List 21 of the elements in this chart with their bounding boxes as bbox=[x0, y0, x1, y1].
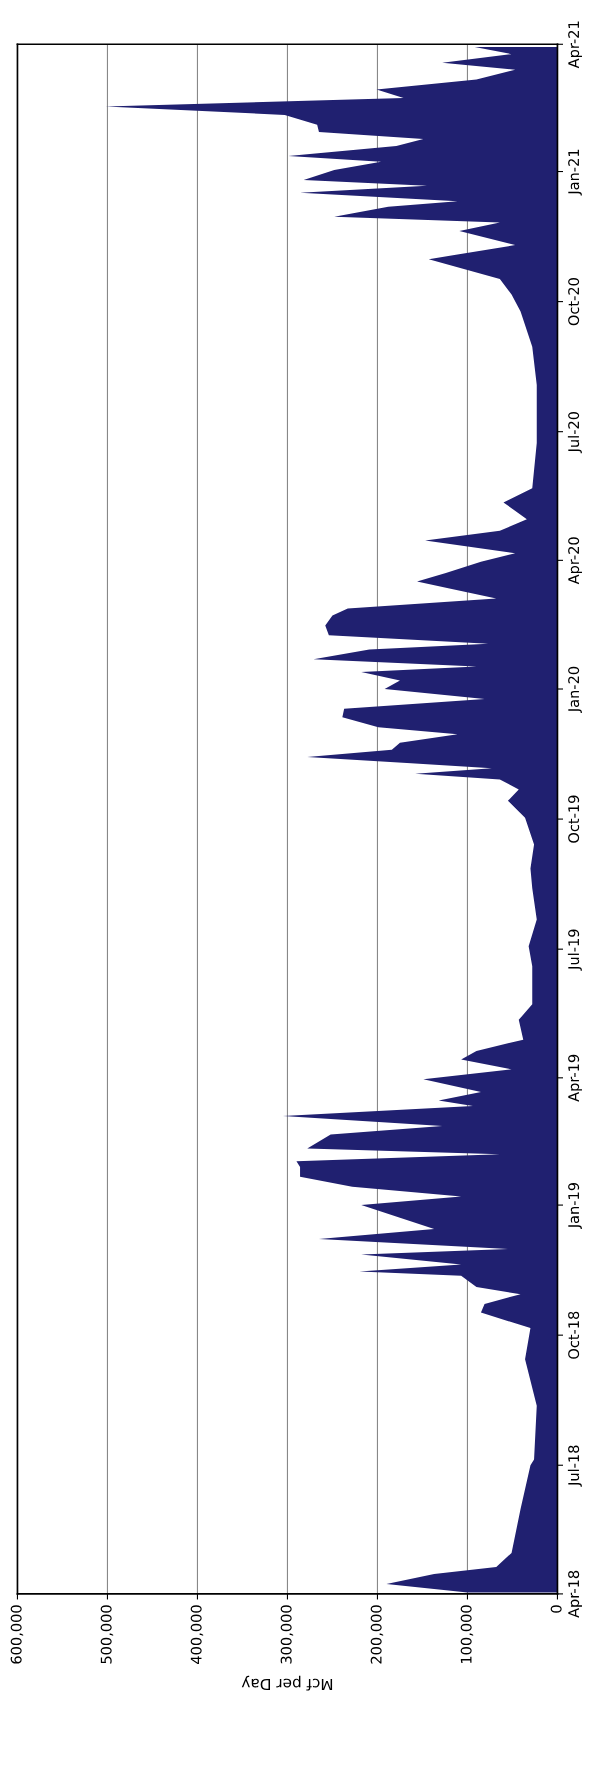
y-tick-label: Jan-19 bbox=[568, 1182, 582, 1229]
y-tick-label: Apr-18 bbox=[568, 1570, 582, 1618]
y-tick-label: Apr-20 bbox=[568, 537, 582, 585]
y-tick-label: Jul-18 bbox=[567, 1445, 582, 1487]
x-tick-label: 400,000 bbox=[190, 1605, 204, 1664]
x-tick-label: 200,000 bbox=[370, 1605, 384, 1664]
x-axis-title: Mcf per Day bbox=[241, 1675, 333, 1691]
y-tick-label: Apr-19 bbox=[568, 1054, 582, 1102]
y-tick-label: Oct-19 bbox=[568, 795, 580, 843]
x-tick-label: 300,000 bbox=[280, 1605, 294, 1664]
y-tick-label: Apr-21 bbox=[568, 21, 582, 69]
x-tick-label: 0 bbox=[550, 1605, 562, 1613]
y-tick-label: Jan-20 bbox=[568, 666, 582, 713]
y-tick-label: Jul-19 bbox=[567, 929, 582, 971]
y-tick-label: Oct-20 bbox=[568, 278, 580, 326]
y-tick-label: Oct-18 bbox=[568, 1311, 580, 1359]
x-tick-label: 500,000 bbox=[100, 1605, 114, 1664]
x-tick-label: 100,000 bbox=[460, 1605, 474, 1664]
y-tick-label: Jul-20 bbox=[567, 411, 582, 454]
y-tick-label: Jan-21 bbox=[568, 149, 582, 196]
x-tick-label: 600,000 bbox=[10, 1605, 24, 1664]
